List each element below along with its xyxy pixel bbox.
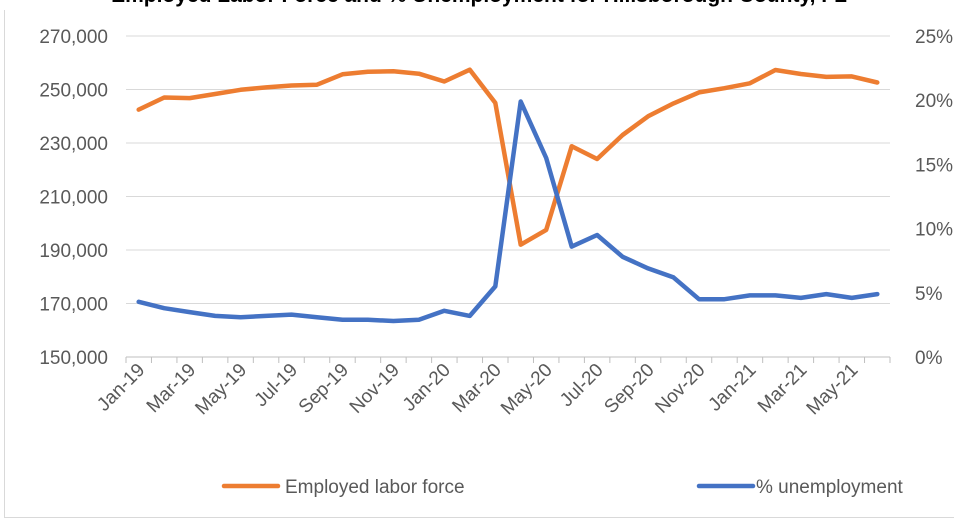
chart-title: Employed Labor Force and % Unemployment … <box>0 0 958 8</box>
y-left-tick-label: 230,000 <box>39 134 108 155</box>
y-right-tick-label: 0% <box>915 348 943 369</box>
chart-border <box>4 10 954 518</box>
y-right-tick-label: 15% <box>915 155 953 176</box>
series-line-0 <box>136 67 880 247</box>
y-left-tick-label: 250,000 <box>39 81 108 102</box>
axes: 150,000 170,000 190,000 210,000 230,000 250,0… <box>39 27 953 419</box>
legend-label: % unemployment <box>756 477 904 498</box>
series-line-1 <box>136 99 880 324</box>
x-tick-label: Mar-20 <box>448 360 505 417</box>
y-right-tick-label: 25% <box>915 27 953 48</box>
y-left-tick-label: 270,000 <box>39 27 108 48</box>
series-lines <box>136 67 880 324</box>
x-tick-label: May-20 <box>497 360 557 420</box>
y-right-tick-label: 10% <box>915 220 953 241</box>
y-left-tick-label: 210,000 <box>39 188 108 209</box>
x-tick-label: May-19 <box>191 360 251 420</box>
x-tick-label: Sep-20 <box>600 360 658 418</box>
y-left-tick-label: 170,000 <box>39 295 108 316</box>
y-right-tick-label: 5% <box>915 284 943 305</box>
y-left-tick-label: 150,000 <box>39 348 108 369</box>
x-tick-label: Jan-21 <box>705 360 761 416</box>
x-tick-label: Mar-21 <box>754 360 811 417</box>
y-right-tick-label: 20% <box>915 91 953 112</box>
legend: Employed labor force % unemployment <box>221 477 904 498</box>
x-tick-label: May-21 <box>803 360 863 420</box>
x-tick-label: Jan-20 <box>399 360 455 416</box>
legend-label: Employed labor force <box>285 477 465 498</box>
y-left-tick-label: 190,000 <box>39 241 108 262</box>
x-tick-label: Sep-19 <box>295 360 353 418</box>
x-tick-label: Mar-19 <box>143 360 200 417</box>
x-tick-label: Nov-20 <box>651 360 709 418</box>
x-tick-label: Nov-19 <box>346 360 404 418</box>
